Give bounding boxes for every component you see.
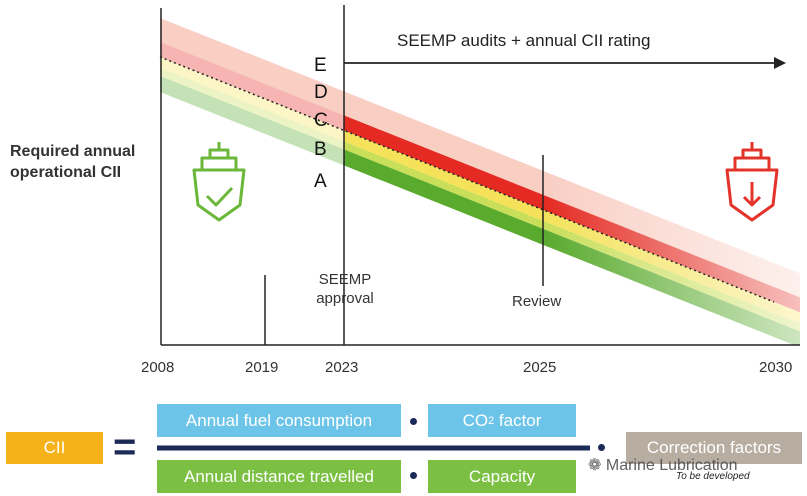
- y-axis-label: Required annual operational CII: [10, 141, 135, 183]
- required-cii-dotted-line: [159, 56, 775, 303]
- watermark-icon: ❁: [588, 457, 606, 474]
- seemp-label-line2: approval: [316, 290, 374, 307]
- correction-factors-box: Correction factors: [626, 432, 802, 464]
- multiply-dot-bottom: [410, 472, 417, 479]
- watermark-text: Marine Lubrication: [605, 457, 738, 474]
- co2-subscript: 2: [488, 414, 495, 427]
- year-2019: 2019: [245, 359, 279, 376]
- grade-label-e: E: [314, 55, 327, 76]
- seemp-approval-label: SEEMP approval: [305, 270, 385, 308]
- equals-sign: =: [113, 425, 137, 469]
- grade-label-d: D: [314, 82, 328, 103]
- band-fade-overlay: [543, 0, 800, 345]
- audit-annotation: SEEMP audits + annual CII rating: [397, 31, 651, 50]
- y-axis-label-line1: Required annual: [10, 143, 136, 160]
- ship-down-icon: [725, 142, 779, 222]
- capacity-box: Capacity: [428, 460, 576, 493]
- cii-box: CII: [6, 432, 103, 464]
- band-c-faded: [160, 57, 344, 142]
- band-a-faded: [160, 76, 344, 166]
- watermark: ❁ Marine Lubrication: [588, 455, 737, 475]
- grade-label-a: A: [314, 171, 327, 192]
- ship-check-icon: [192, 142, 246, 222]
- co2-rest: factor: [494, 410, 542, 430]
- grade-label-b: B: [314, 139, 327, 160]
- y-axis-label-line2: operational CII: [10, 164, 122, 181]
- band-e-faded: [160, 18, 344, 116]
- multiply-dot-correction: [598, 444, 605, 451]
- rating-bands: [160, 0, 800, 345]
- distance-travelled-box: Annual distance travelled: [157, 460, 401, 493]
- co2-factor-box: CO 2 factor: [428, 404, 576, 437]
- year-2023: 2023: [325, 359, 359, 376]
- audit-arrowhead: [774, 57, 786, 69]
- year-2030: 2030: [759, 359, 793, 376]
- seemp-label-line1: SEEMP: [318, 271, 372, 288]
- year-2008: 2008: [141, 359, 175, 376]
- to-be-developed-note: To be developed: [676, 471, 750, 482]
- year-2025: 2025: [523, 359, 557, 376]
- co2-main: CO: [462, 410, 489, 430]
- multiply-dot-top: [410, 418, 417, 425]
- band-b-faded: [160, 68, 344, 150]
- fuel-consumption-box: Annual fuel consumption: [157, 404, 401, 437]
- review-label: Review: [512, 293, 562, 310]
- grade-label-c: C: [314, 110, 328, 131]
- band-d-faded: [160, 42, 344, 131]
